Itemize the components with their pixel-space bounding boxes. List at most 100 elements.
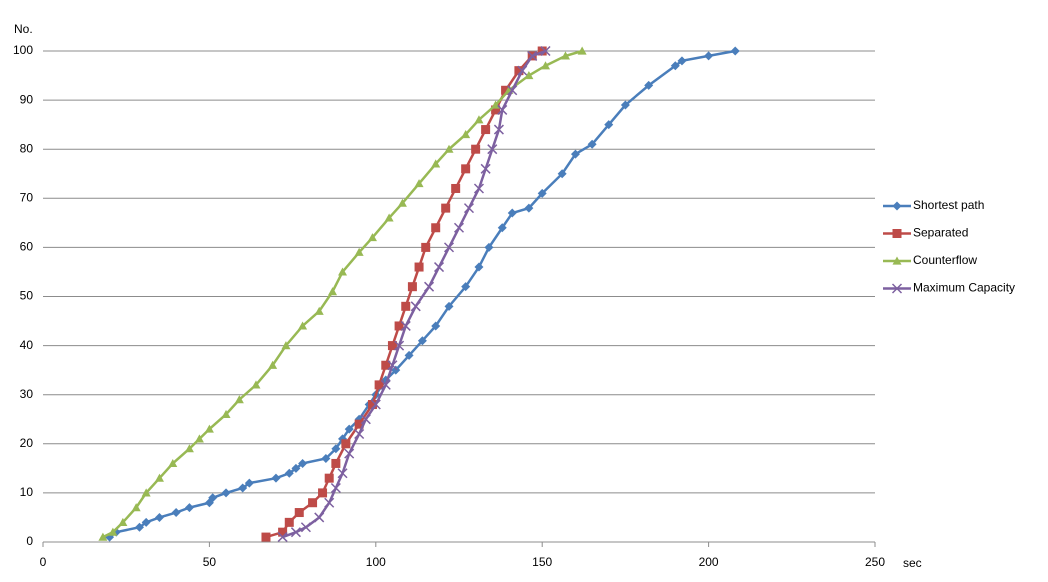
marker [381, 360, 391, 370]
marker [453, 222, 465, 233]
marker [328, 287, 338, 296]
marker [417, 336, 427, 346]
marker [261, 532, 271, 542]
marker [461, 282, 471, 292]
marker [491, 105, 501, 115]
marker [314, 306, 324, 315]
y-tick-label: 50 [20, 289, 34, 303]
marker [387, 341, 397, 351]
marker [473, 183, 484, 194]
marker [277, 532, 288, 543]
marker [324, 497, 335, 508]
marker [171, 508, 181, 518]
marker [407, 282, 417, 292]
marker [557, 169, 567, 179]
marker [443, 242, 455, 253]
marker [524, 203, 534, 213]
y-tick-label: 70 [20, 190, 34, 204]
marker [154, 473, 164, 482]
marker [168, 458, 178, 468]
marker [98, 532, 108, 541]
marker [431, 321, 441, 331]
marker [354, 419, 364, 429]
marker [184, 444, 194, 453]
marker [461, 164, 471, 174]
marker [474, 115, 484, 124]
marker [394, 340, 405, 351]
marker [497, 223, 507, 233]
legend-item: Counterflow [883, 253, 977, 267]
x-tick-label: 100 [366, 555, 386, 569]
marker [493, 124, 504, 135]
marker [404, 350, 414, 360]
series-line [102, 49, 583, 539]
x-tick-label: 250 [865, 555, 885, 569]
marker [221, 488, 231, 498]
series [105, 46, 740, 542]
marker [268, 360, 278, 369]
marker [337, 468, 348, 479]
marker [441, 203, 451, 213]
marker [514, 66, 524, 76]
legend-label: Counterflow [913, 253, 977, 267]
marker [367, 400, 377, 410]
legend-item: Maximum Capacity [883, 281, 1015, 295]
marker [577, 46, 587, 55]
y-tick-label: 0 [26, 534, 33, 548]
y-tick-label: 30 [20, 387, 34, 401]
marker [444, 144, 454, 153]
marker [704, 51, 714, 61]
marker [431, 223, 441, 233]
marker [501, 85, 511, 95]
marker [394, 321, 404, 331]
marker [414, 179, 424, 188]
marker [131, 503, 141, 512]
marker [451, 183, 461, 193]
series [261, 46, 547, 542]
marker [540, 45, 551, 57]
marker [308, 498, 318, 508]
marker [604, 120, 614, 130]
marker [291, 463, 301, 473]
series [277, 45, 551, 543]
marker [517, 65, 528, 76]
marker [331, 458, 341, 468]
marker [400, 320, 411, 331]
marker [730, 46, 740, 56]
marker [892, 256, 902, 265]
legend-item: Separated [883, 226, 968, 240]
marker [324, 473, 334, 483]
marker [463, 203, 475, 214]
marker [670, 61, 680, 71]
marker [208, 493, 218, 503]
marker [507, 85, 518, 96]
y-tick-label: 10 [20, 485, 34, 499]
marker [484, 242, 494, 252]
marker [354, 428, 365, 440]
x-axis-label: sec [903, 556, 922, 570]
marker [234, 395, 244, 404]
marker [338, 267, 348, 276]
marker [391, 365, 401, 375]
marker [298, 458, 308, 468]
marker [221, 409, 231, 418]
marker [330, 482, 341, 494]
y-tick-label: 40 [20, 338, 34, 352]
marker [384, 213, 394, 222]
legend-label: Maximum Capacity [913, 281, 1015, 295]
marker [410, 301, 421, 312]
marker [487, 144, 498, 155]
marker [424, 281, 435, 292]
y-tick-label: 60 [20, 240, 34, 254]
marker [380, 379, 391, 390]
marker [444, 301, 454, 311]
marker [154, 512, 164, 522]
marker [141, 488, 151, 497]
marker [570, 149, 580, 159]
marker [527, 50, 538, 61]
marker [294, 508, 304, 518]
marker [318, 488, 328, 498]
marker [434, 262, 445, 273]
marker [471, 144, 481, 154]
